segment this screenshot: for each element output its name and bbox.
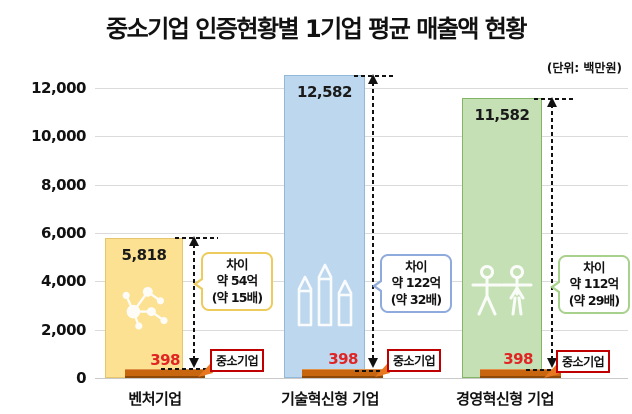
- chart-title: 중소기업 인증현황별 1기업 평균 매출액 현황: [106, 15, 527, 43]
- people-icon: [471, 265, 533, 316]
- callout-line: 약 54억: [216, 273, 259, 289]
- sme-bar-tech: [302, 369, 383, 378]
- x-label-venture: 벤처기업: [128, 390, 182, 408]
- bar-value-mgmt: 11,582: [474, 106, 530, 124]
- y-tick: 4,000: [41, 272, 86, 290]
- x-axis-line: [95, 378, 628, 379]
- sme-tag-tech: 중소기업: [387, 349, 442, 372]
- bar-value-tech: 12,582: [297, 83, 352, 101]
- bar-tech: 12,582: [284, 75, 365, 378]
- pencils-icon: [297, 263, 353, 327]
- y-tick: 0: [76, 369, 86, 387]
- y-tick: 6,000: [41, 224, 86, 242]
- y-tick: 2,000: [41, 321, 86, 339]
- y-tick: 10,000: [31, 127, 86, 145]
- y-tick: 8,000: [41, 176, 86, 194]
- callout-line: (약 15배): [211, 289, 263, 305]
- callout-line: (약 29배): [568, 292, 620, 308]
- difference-callout-venture: 차이 약 54억 (약 15배): [193, 252, 273, 311]
- sme-value-mgmt: 398: [503, 350, 533, 368]
- unit-label: (단위: 백만원): [546, 61, 622, 75]
- callout-line: 차이: [583, 260, 605, 275]
- bar-value-venture: 5,818: [121, 246, 167, 264]
- sme-tag-mgmt: 중소기업: [556, 350, 611, 373]
- x-label-mgmt: 경영혁신형 기업: [456, 390, 554, 408]
- callout-line: (약 32배): [390, 291, 442, 307]
- bar-mgmt: 11,582: [462, 98, 542, 378]
- callout-line: 약 112억: [569, 276, 619, 292]
- sme-tag-venture: 중소기업: [210, 349, 265, 372]
- sme-bar-venture: [125, 369, 205, 378]
- difference-callout-mgmt: 차이 약 112억 (약 29배): [550, 255, 630, 314]
- sme-value-tech: 398: [328, 350, 358, 368]
- callout-line: 차이: [226, 257, 248, 272]
- molecule-icon: [122, 286, 168, 330]
- difference-callout-tech: 차이 약 122억 (약 32배): [372, 254, 452, 313]
- sme-bar-mgmt: [480, 369, 561, 378]
- callout-line: 약 122억: [391, 275, 441, 291]
- x-label-tech: 기술혁신형 기업: [281, 390, 379, 408]
- y-tick: 12,000: [31, 79, 86, 97]
- sme-value-venture: 398: [150, 351, 180, 369]
- callout-line: 차이: [405, 259, 427, 274]
